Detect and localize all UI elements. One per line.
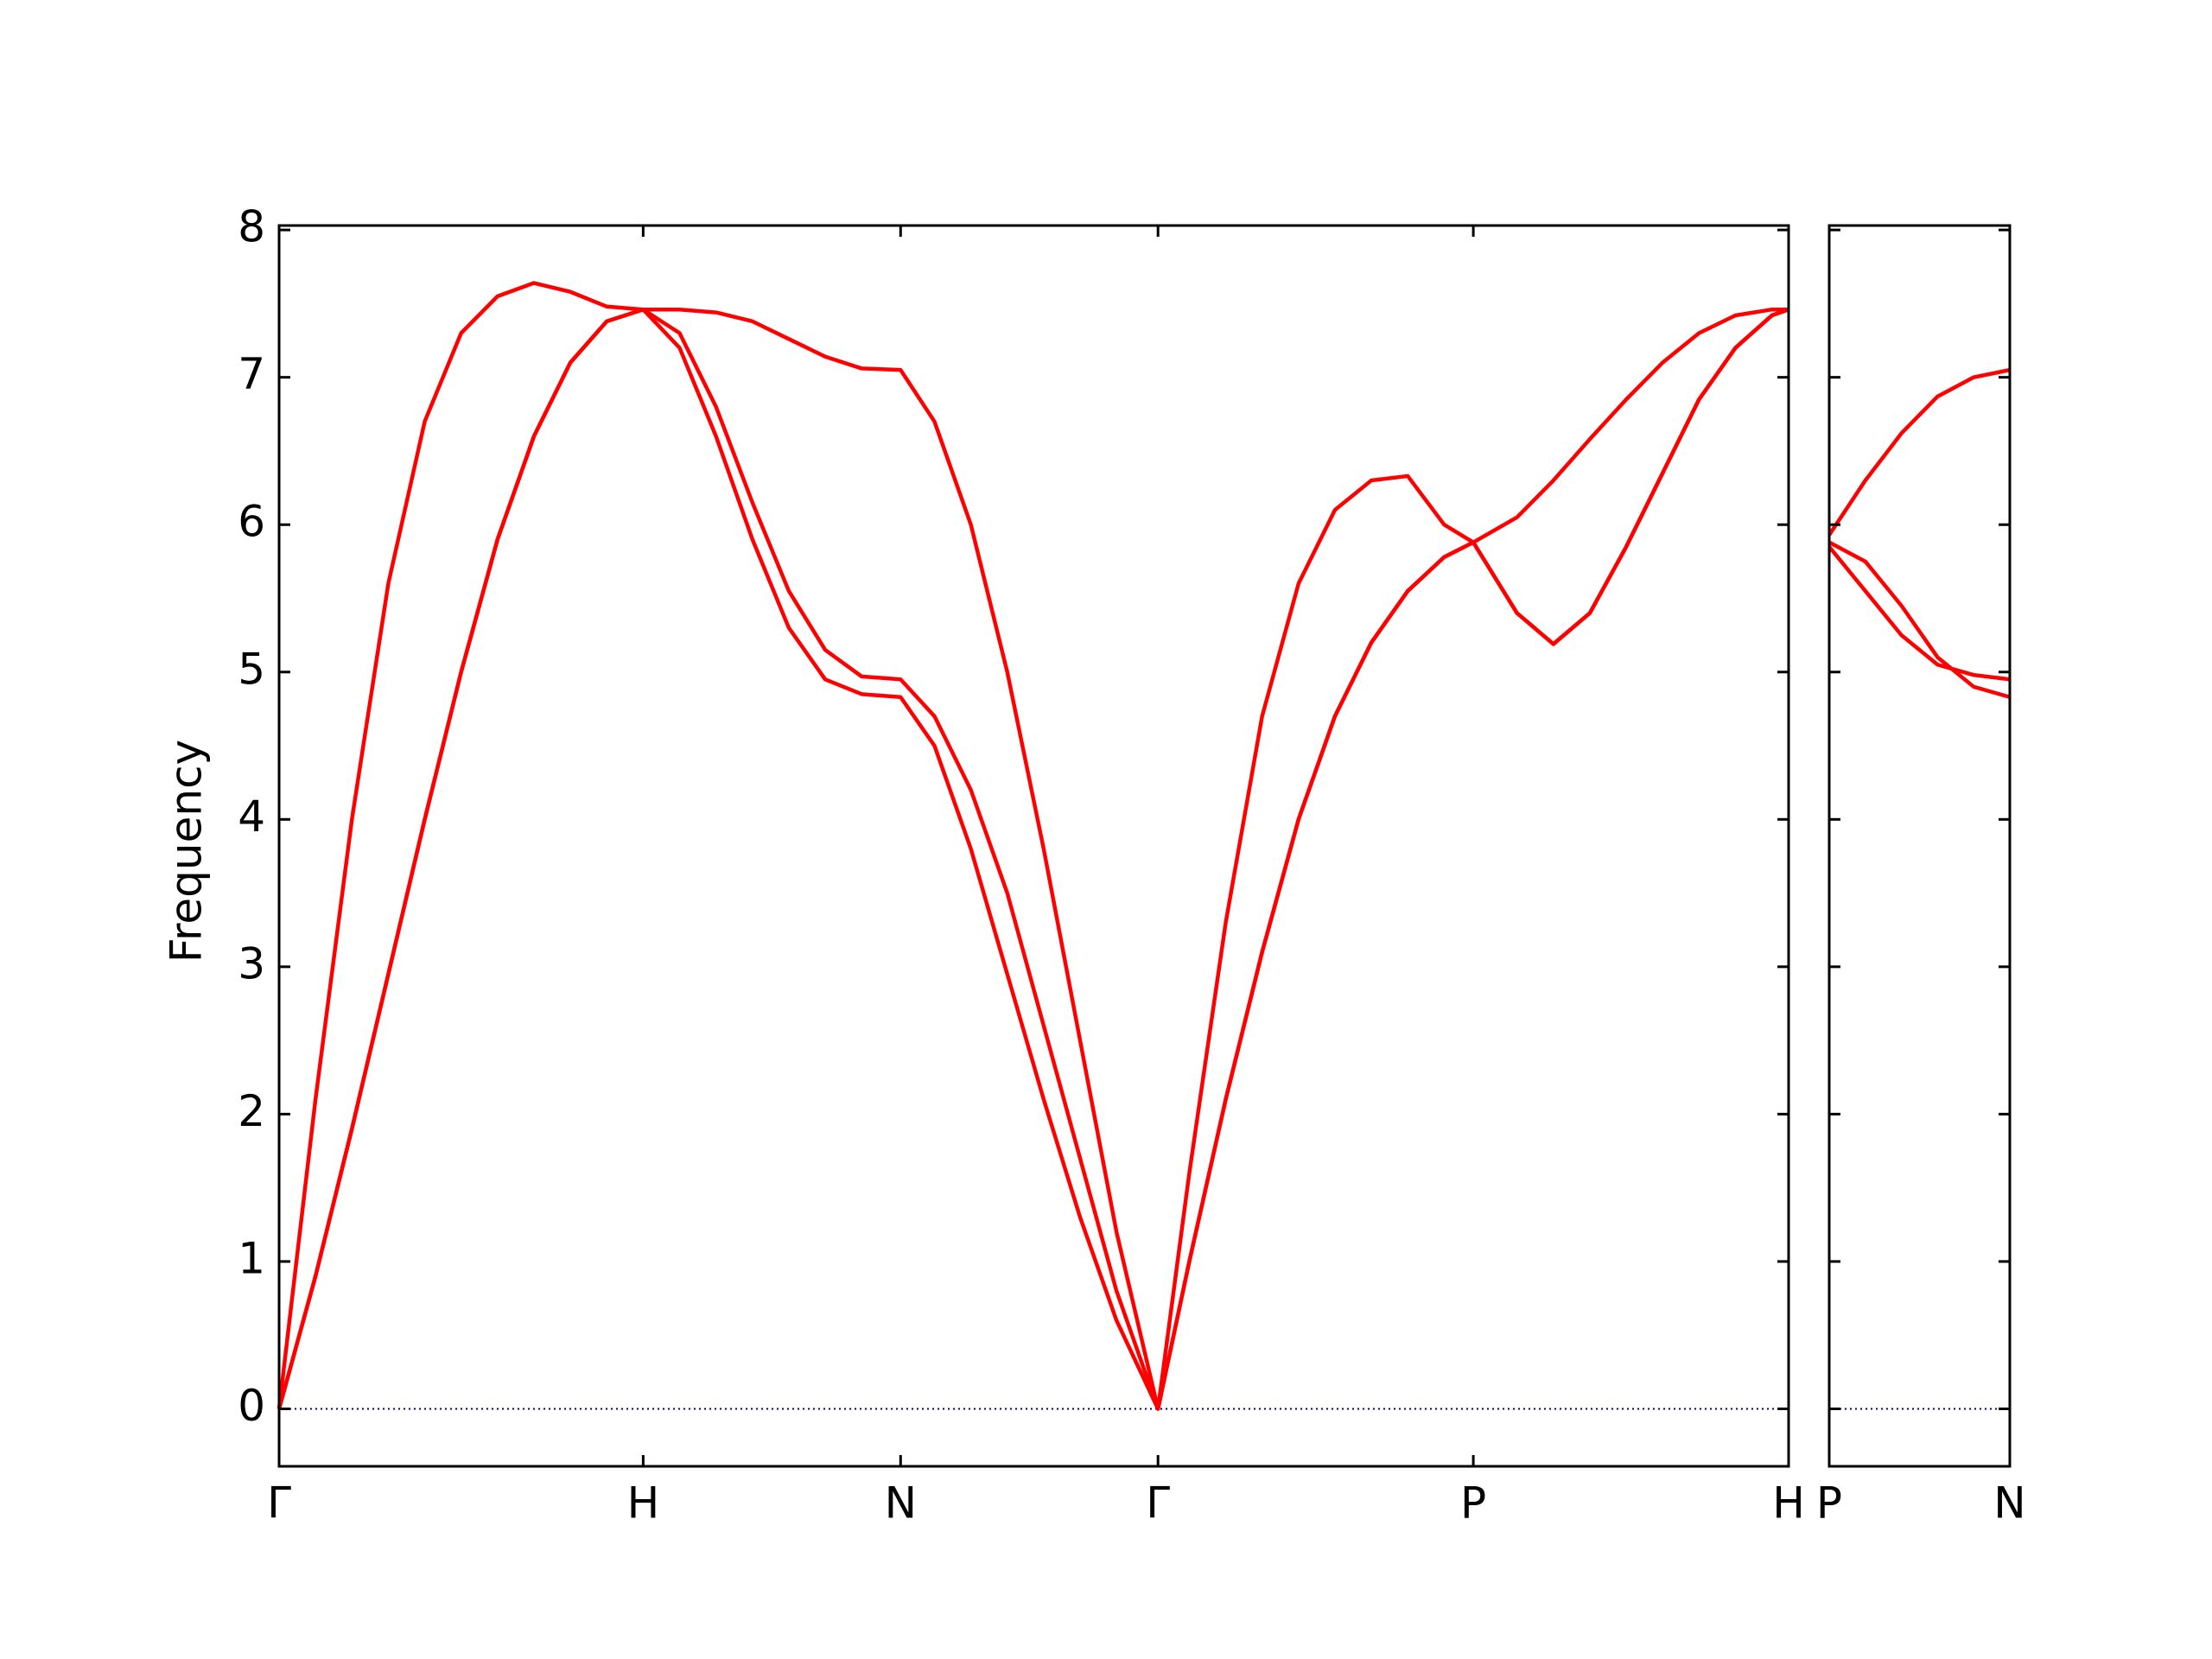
y-tick-label: 6 [238,497,265,547]
y-tick-label: 0 [238,1381,265,1431]
x-tick-label: N [1993,1478,2025,1529]
plot-frame [1827,224,2012,1468]
y-axis-label: Frequency [162,740,212,963]
x-tick-label: N [885,1478,917,1529]
x-tick-label: Γ [1146,1478,1170,1529]
x-tick-label: H [1772,1478,1805,1529]
y-tick-label: 8 [238,202,265,252]
band-line [276,307,1789,1411]
y-tick-label: 7 [238,349,265,399]
y-tick-label: 2 [238,1086,265,1136]
x-tick-label: Γ [267,1478,291,1529]
x-tick-label: P [1460,1478,1486,1529]
x-tick-label: H [627,1478,660,1529]
plot-frame [277,224,1790,1468]
x-tick-label: P [1816,1478,1842,1529]
y-tick-label: 5 [238,644,265,694]
band-line [276,281,1789,1411]
band-line [1827,367,2011,537]
y-tick-label: 1 [238,1233,265,1283]
band-line [1827,540,2011,699]
y-tick-label: 4 [238,791,265,842]
y-tick-label: 3 [238,938,265,988]
band-line [1827,545,2011,682]
